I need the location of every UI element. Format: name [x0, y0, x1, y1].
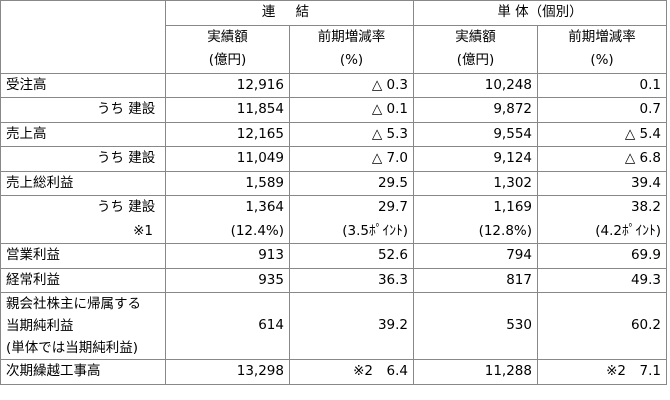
financial-results-table: 連 結 単 体（個別） 実績額 (億円) 前期増減率 (%) 実績額 (億円) … — [0, 0, 667, 385]
row-label: 経常利益 — [0, 267, 166, 293]
row-label: 売上高 — [0, 121, 166, 147]
standalone-change: 69.9 — [537, 243, 667, 269]
standalone-change: 60.2 — [537, 292, 667, 360]
standalone-value: 530 — [413, 292, 538, 360]
header-result-label: 実績額 — [455, 28, 496, 45]
row-label: うち 建設 — [0, 195, 166, 220]
standalone-value: 10,248 — [413, 72, 538, 98]
table-row-sales-construction: うち 建設 11,049 △ 7.0 9,124 △ 6.8 — [0, 146, 667, 172]
header-consolidated-result: 実績額 (億円) — [165, 24, 290, 74]
consolidated-change: 29.7 — [289, 195, 414, 220]
consolidated-value: 11,854 — [165, 97, 290, 123]
header-result-label: 実績額 — [207, 28, 248, 45]
header-consolidated: 連 結 — [165, 0, 414, 26]
consolidated-margin-change: (3.5ﾎﾟｲﾝﾄ) — [289, 219, 414, 244]
consolidated-change: 39.2 — [289, 292, 414, 360]
consolidated-change: △ 0.3 — [289, 72, 414, 98]
header-group-row: 連 結 単 体（個別） — [0, 0, 667, 26]
consolidated-value: 614 — [165, 292, 290, 360]
standalone-change: 0.7 — [537, 97, 667, 123]
standalone-margin: (12.8%) — [413, 219, 538, 244]
standalone-value: 1,302 — [413, 170, 538, 196]
standalone-value: 9,872 — [413, 97, 538, 123]
row-label-line1: 親会社株主に帰属する — [6, 296, 141, 312]
header-corner-cell-lower — [0, 25, 166, 74]
consolidated-change: 29.5 — [289, 170, 414, 196]
row-label-multiline: 親会社株主に帰属する 当期純利益 (単体では当期純利益) — [0, 292, 166, 360]
standalone-change: ※2 7.1 — [537, 359, 667, 385]
consolidated-value: 13,298 — [165, 359, 290, 385]
row-label-line3: (単体では当期純利益) — [6, 340, 139, 356]
header-result-unit: (億円) — [456, 52, 495, 68]
header-change-label: 前期増減率 — [317, 28, 386, 45]
row-label: 営業利益 — [0, 243, 166, 269]
header-standalone: 単 体（個別） — [413, 0, 667, 26]
header-change-unit: (%) — [339, 52, 364, 68]
row-label: うち 建設 — [0, 146, 166, 172]
header-corner-cell — [0, 0, 166, 25]
standalone-value: 1,169 — [413, 195, 538, 220]
consolidated-value: 1,589 — [165, 170, 290, 196]
standalone-change: 0.1 — [537, 72, 667, 98]
consolidated-margin: (12.4%) — [165, 219, 290, 244]
table-row-gross-margin-note: ※1 (12.4%) (3.5ﾎﾟｲﾝﾄ) (12.8%) (4.2ﾎﾟｲﾝﾄ) — [0, 219, 667, 244]
row-label: うち 建設 — [0, 97, 166, 123]
consolidated-change: 36.3 — [289, 267, 414, 293]
standalone-change: △ 6.8 — [537, 146, 667, 172]
standalone-value: 11,288 — [413, 359, 538, 385]
table-row-ordinary-profit: 経常利益 935 36.3 817 49.3 — [0, 267, 667, 293]
standalone-value: 794 — [413, 243, 538, 269]
consolidated-value: 1,364 — [165, 195, 290, 220]
header-standalone-result: 実績額 (億円) — [413, 24, 538, 74]
table-row-gross-profit-construction: うち 建設 1,364 29.7 1,169 38.2 — [0, 195, 667, 220]
header-change-unit: (%) — [590, 52, 614, 68]
consolidated-value: 935 — [165, 267, 290, 293]
consolidated-change: △ 7.0 — [289, 146, 414, 172]
standalone-margin-change: (4.2ﾎﾟｲﾝﾄ) — [537, 219, 667, 244]
consolidated-change: △ 0.1 — [289, 97, 414, 123]
table-row-gross-profit: 売上総利益 1,589 29.5 1,302 39.4 — [0, 170, 667, 196]
standalone-value: 9,124 — [413, 146, 538, 172]
table-row-backlog: 次期繰越工事高 13,298 ※2 6.4 11,288 ※2 7.1 — [0, 359, 667, 385]
header-standalone-change: 前期増減率 (%) — [537, 24, 667, 74]
row-label: 売上総利益 — [0, 170, 166, 196]
consolidated-change: △ 5.3 — [289, 121, 414, 147]
row-label: 次期繰越工事高 — [0, 359, 166, 385]
header-result-unit: (億円) — [208, 52, 247, 68]
header-change-label: 前期増減率 — [568, 28, 636, 45]
consolidated-value: 11,049 — [165, 146, 290, 172]
table-row-orders: 受注高 12,916 △ 0.3 10,248 0.1 — [0, 72, 667, 98]
row-label-line2: 当期純利益 — [6, 318, 74, 334]
table-row-operating-profit: 営業利益 913 52.6 794 69.9 — [0, 243, 667, 269]
table-row-net-income: 親会社株主に帰属する 当期純利益 (単体では当期純利益) 614 39.2 53… — [0, 292, 667, 360]
consolidated-change: 52.6 — [289, 243, 414, 269]
consolidated-value: 913 — [165, 243, 290, 269]
standalone-change: △ 5.4 — [537, 121, 667, 147]
standalone-value: 9,554 — [413, 121, 538, 147]
header-consolidated-change: 前期増減率 (%) — [289, 24, 414, 74]
standalone-change: 39.4 — [537, 170, 667, 196]
header-columns-row: 実績額 (億円) 前期増減率 (%) 実績額 (億円) 前期増減率 (%) — [0, 24, 667, 74]
standalone-value: 817 — [413, 267, 538, 293]
consolidated-value: 12,165 — [165, 121, 290, 147]
standalone-change: 49.3 — [537, 267, 667, 293]
table-row-sales: 売上高 12,165 △ 5.3 9,554 △ 5.4 — [0, 121, 667, 147]
table-row-orders-construction: うち 建設 11,854 △ 0.1 9,872 0.7 — [0, 97, 667, 123]
row-label: 受注高 — [0, 72, 166, 98]
consolidated-value: 12,916 — [165, 72, 290, 98]
note-marker: ※1 — [0, 219, 166, 244]
standalone-change: 38.2 — [537, 195, 667, 220]
consolidated-change: ※2 6.4 — [289, 359, 414, 385]
